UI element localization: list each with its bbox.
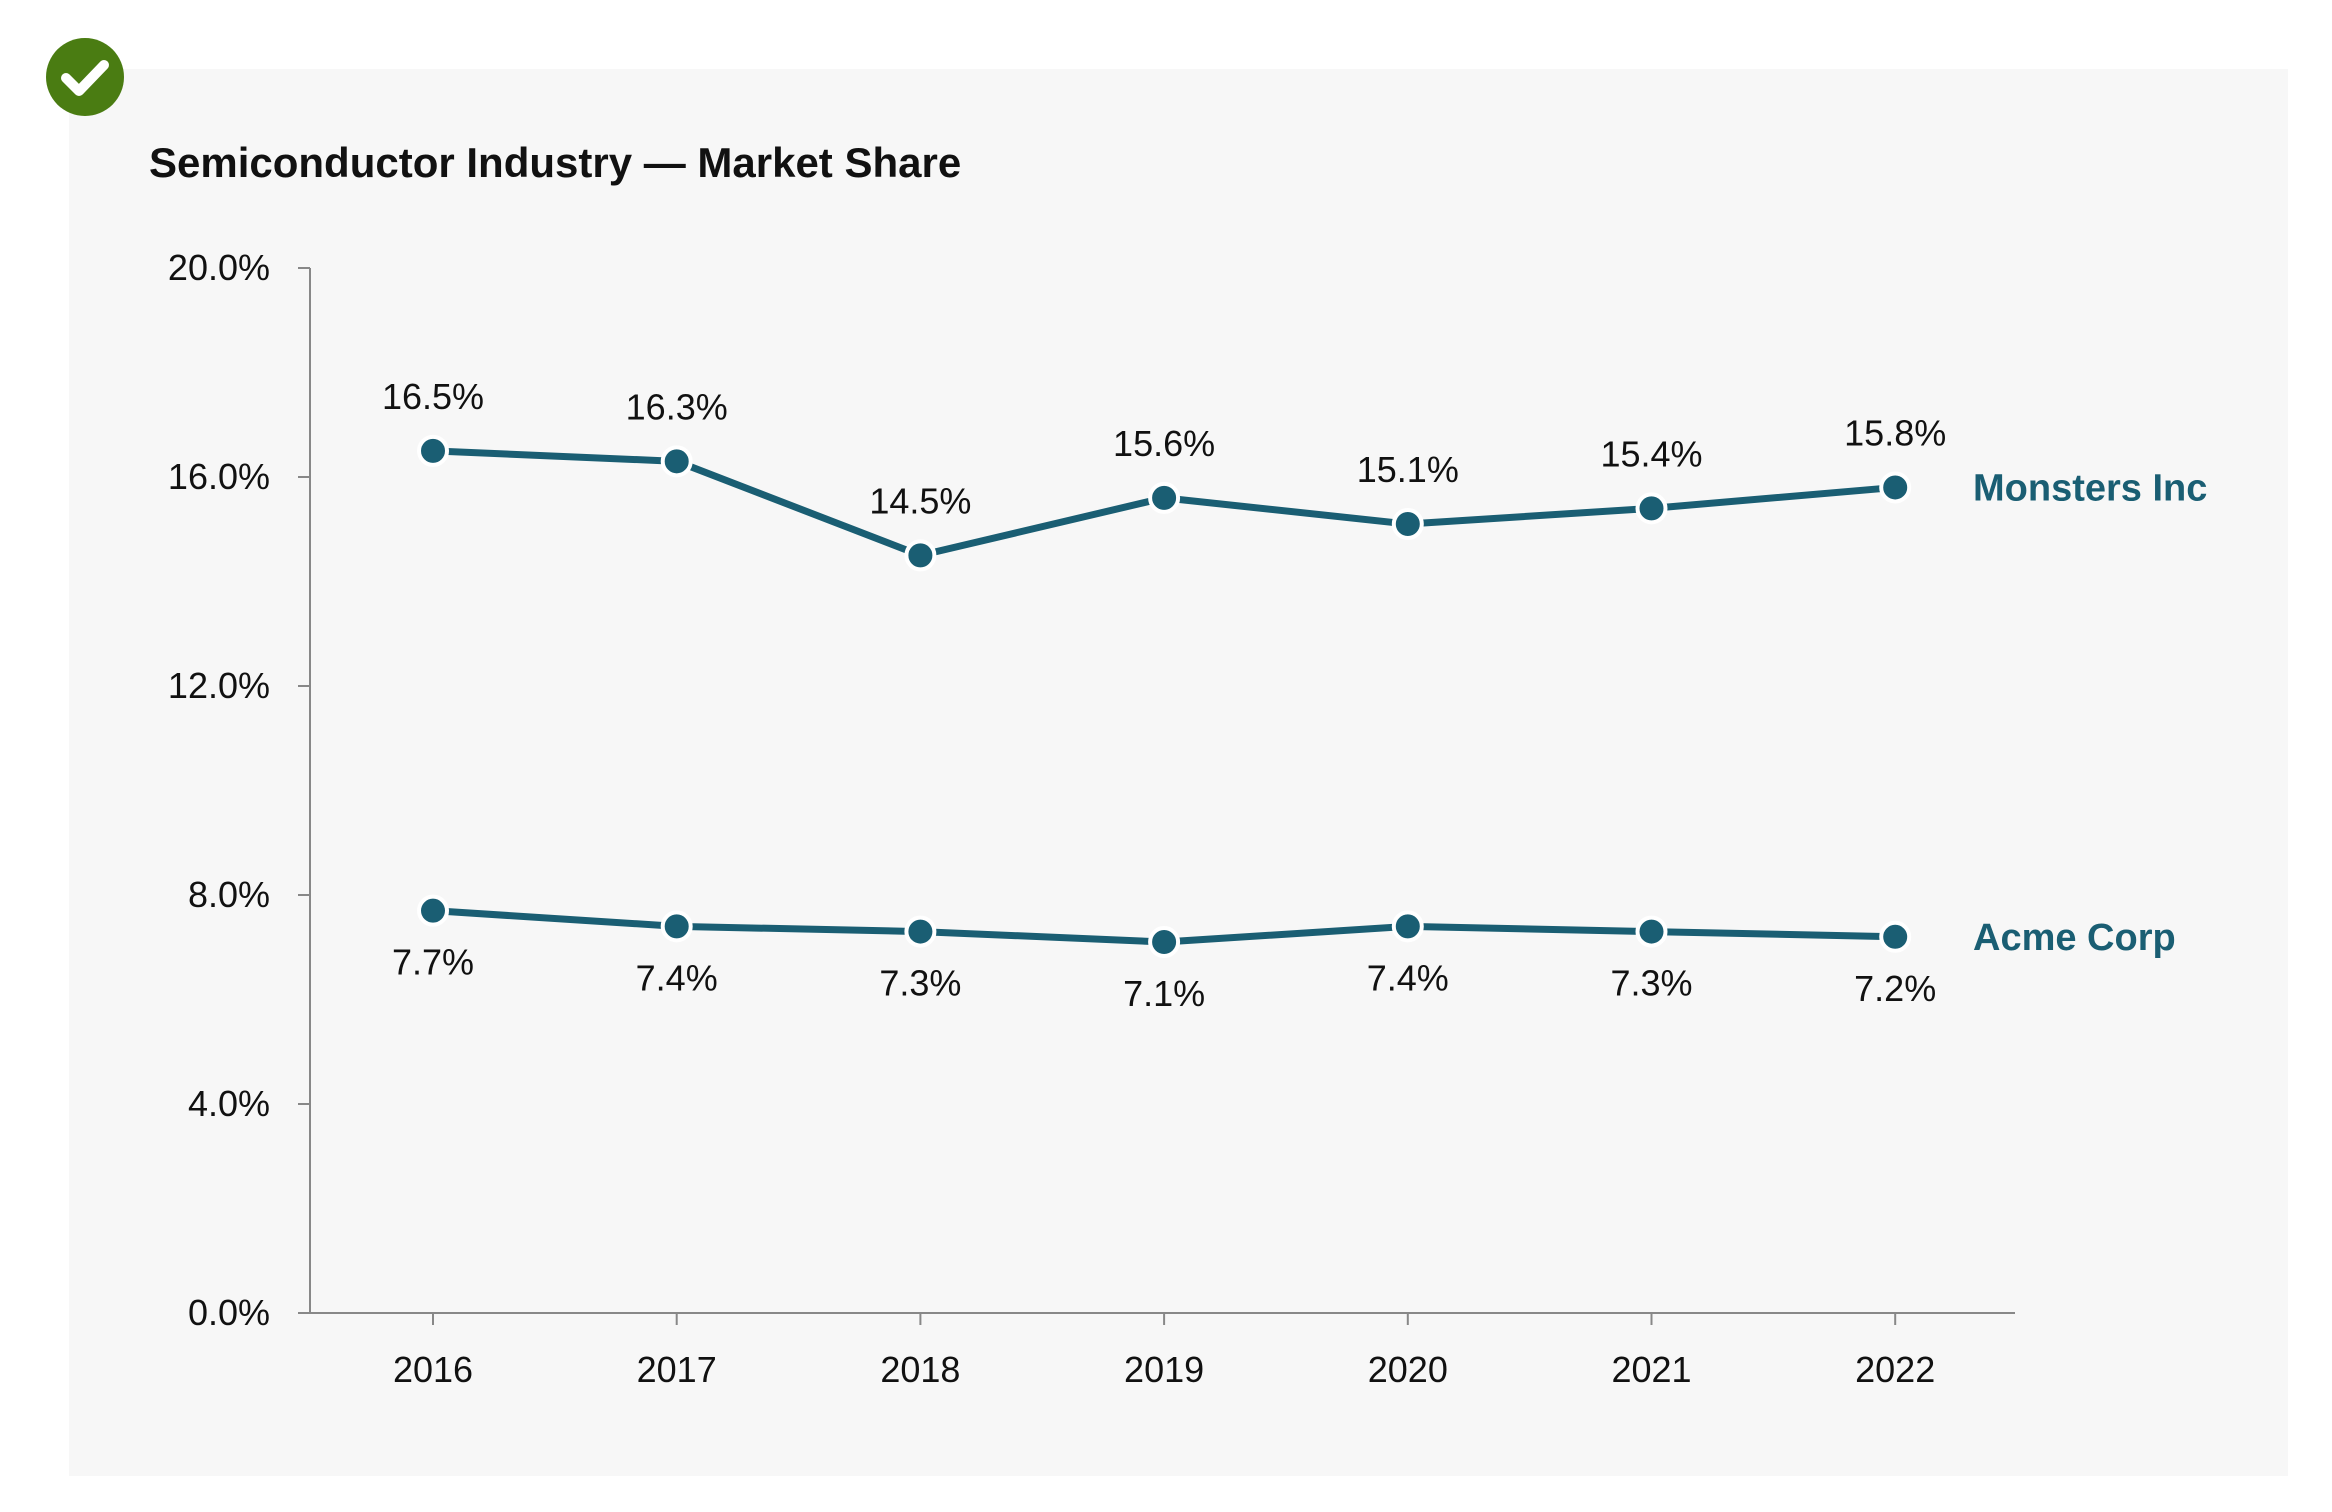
data-label: 15.4% [1600, 433, 1702, 474]
data-point [417, 434, 449, 467]
x-tick-label: 2021 [1611, 1349, 1691, 1390]
check-badge-circle [46, 38, 124, 116]
x-tick-label: 2022 [1855, 1349, 1935, 1390]
y-tick-label: 8.0% [188, 874, 270, 915]
y-tick-label: 16.0% [168, 456, 270, 497]
data-label: 7.1% [1123, 973, 1205, 1014]
y-tick-label: 20.0% [168, 247, 270, 288]
data-label: 7.7% [392, 942, 474, 983]
data-point [1148, 926, 1181, 959]
series-monsters-inc: 16.5% 16.3% 14.5% 15.6% 15.1% 15.4% 15.8% Monst… [382, 376, 2207, 572]
data-label: 7.4% [1367, 957, 1449, 998]
data-point [1391, 508, 1424, 541]
series-layer: 16.5% 16.3% 14.5% 15.6% 15.1% 15.4% 15.8% Monst… [382, 376, 2207, 1014]
data-point [1879, 920, 1912, 953]
x-tick-label: 2016 [393, 1349, 473, 1390]
y-tick-label: 0.0% [188, 1292, 270, 1333]
data-label: 14.5% [869, 480, 971, 521]
x-tick-label: 2020 [1368, 1349, 1448, 1390]
data-point [1879, 471, 1912, 504]
data-label: 15.1% [1357, 449, 1459, 490]
data-point [1148, 481, 1181, 514]
series-acme-corp: 7.7% 7.4% 7.3% 7.1% 7.4% 7.3% 7.2% Acme Corp [392, 894, 2176, 1014]
data-label: 16.5% [382, 376, 484, 417]
data-point [417, 894, 449, 927]
axes: 0.0% 4.0% 8.0% 12.0% 16.0% 20.0% 2016 2017 2018 2… [168, 247, 2015, 1390]
data-label: 7.4% [636, 957, 718, 998]
x-tick-label: 2017 [637, 1349, 717, 1390]
y-tick-label: 12.0% [168, 665, 270, 706]
data-label: 7.3% [879, 963, 961, 1004]
data-point [660, 910, 693, 943]
check-mark [61, 60, 109, 96]
data-label: 7.3% [1610, 963, 1692, 1004]
data-label: 7.2% [1854, 968, 1936, 1009]
x-tick-label: 2018 [880, 1349, 960, 1390]
x-tick-label: 2019 [1124, 1349, 1204, 1390]
chart-title: Semiconductor Industry — Market Share [149, 139, 961, 186]
data-point [1391, 910, 1424, 943]
check-icon [46, 38, 124, 116]
data-label: 16.3% [626, 386, 728, 427]
y-tick-label: 4.0% [188, 1083, 270, 1124]
data-point [904, 539, 937, 572]
data-point [904, 915, 937, 948]
data-point [1635, 492, 1668, 525]
data-point [1635, 915, 1668, 948]
data-label: 15.6% [1113, 423, 1215, 464]
series-label: Monsters Inc [1973, 467, 2207, 509]
data-label: 15.8% [1844, 412, 1946, 453]
data-point [660, 445, 693, 478]
series-label: Acme Corp [1973, 917, 2176, 959]
chart-panel [69, 69, 2288, 1476]
